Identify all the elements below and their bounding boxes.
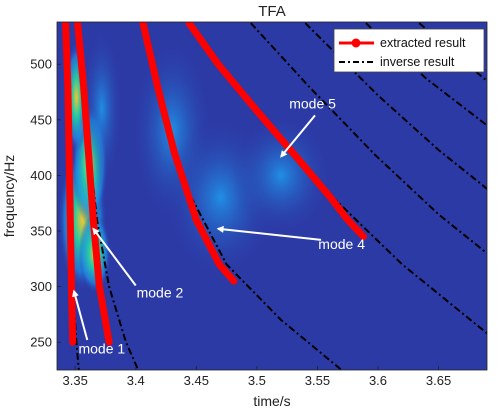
annotation-arrow-4 bbox=[280, 114, 316, 158]
x-tick-label: 3.55 bbox=[305, 373, 330, 388]
x-axis-ticks: 3.35 3.4 3.45 3.5 3.55 3.6 3.65 bbox=[63, 366, 451, 388]
mode-annotations: mode 1 mode 2 mode 4 mode 5 bbox=[72, 96, 365, 356]
annotation-label-4: mode 5 bbox=[289, 96, 336, 112]
annotation-arrow-3 bbox=[216, 225, 322, 241]
annotation-label-2: mode 2 bbox=[137, 285, 184, 301]
energy-blob-4 bbox=[81, 28, 122, 189]
legend-inverse-label: inverse result bbox=[380, 55, 455, 69]
x-tick-label: 3.35 bbox=[63, 373, 88, 388]
x-axis-label: time/s bbox=[253, 393, 290, 409]
legend-extracted-label: extracted result bbox=[380, 36, 466, 50]
y-tick-label: 250 bbox=[30, 335, 52, 350]
chart-title: TFA bbox=[258, 3, 286, 20]
annotation-label-3: mode 4 bbox=[318, 236, 365, 252]
annotation-arrow-1 bbox=[72, 289, 89, 341]
legend-box bbox=[333, 28, 485, 73]
y-tick-label: 500 bbox=[30, 57, 52, 72]
x-tick-label: 3.45 bbox=[184, 373, 209, 388]
annotation-label-1: mode 1 bbox=[78, 340, 125, 356]
annotation-arrow-2 bbox=[92, 227, 137, 287]
energy-blob-7 bbox=[231, 115, 332, 236]
x-tick-label: 3.65 bbox=[426, 373, 451, 388]
extracted-result-curves bbox=[62, 22, 367, 346]
extracted-curve-1 bbox=[62, 22, 77, 346]
inverse-curve-5 bbox=[250, 22, 487, 255]
x-tick-label: 3.5 bbox=[248, 373, 266, 388]
y-tick-label: 350 bbox=[30, 224, 52, 239]
extracted-curve-2 bbox=[74, 22, 113, 346]
x-tick-label: 3.6 bbox=[369, 373, 387, 388]
y-axis-label: frequency/Hz bbox=[1, 155, 17, 237]
y-tick-label: 400 bbox=[30, 168, 52, 183]
extracted-curve-4 bbox=[185, 22, 367, 241]
y-tick-label: 300 bbox=[30, 279, 52, 294]
y-tick-label: 450 bbox=[30, 112, 52, 127]
y-axis-ticks: 250 300 350 400 450 500 bbox=[30, 57, 61, 350]
plot-frame bbox=[56, 21, 488, 371]
legend: extracted result inverse result bbox=[333, 28, 485, 73]
legend-extracted-marker bbox=[351, 38, 361, 48]
extracted-curve-3 bbox=[139, 22, 238, 285]
inverse-curve-3 bbox=[142, 22, 343, 370]
x-tick-label: 3.4 bbox=[127, 373, 145, 388]
